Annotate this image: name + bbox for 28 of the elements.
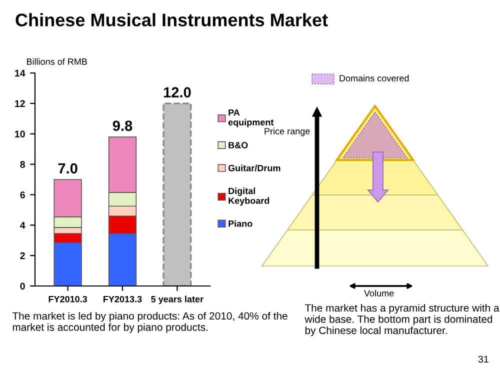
y-tick-label: 14	[15, 70, 26, 77]
text: Domains covered	[340, 74, 409, 82]
legend-label: Digital Keyboard	[228, 188, 270, 206]
text: Volume	[364, 290, 394, 296]
y-tick-label: 8	[20, 161, 25, 168]
total-label: 7.0	[58, 163, 78, 174]
total-label: 9.8	[112, 120, 132, 131]
chart-title: Chinese Musical Instruments Market	[16, 13, 328, 26]
text: The market has a pyramid structure with a wide base. The bottom part is dominated by Chinese local manufacturer.	[304, 304, 500, 336]
text: The market is led by piano products: As of 2010, 40% of the market is accounted for by piano products.	[12, 312, 288, 333]
legend-label: Piano	[228, 220, 252, 227]
x-tick-label: 5 years later	[151, 296, 204, 304]
y-tick-label: 4	[20, 222, 26, 229]
y-tick-label: 0	[20, 282, 25, 290]
y-tick-label: 12	[15, 100, 25, 107]
y-axis-title: Billions of RMB	[26, 58, 87, 65]
total-label: 12.0	[164, 87, 191, 98]
y-tick-label: 6	[20, 191, 25, 198]
y-tick-label: 2	[20, 252, 25, 260]
legend-label: PA equipment	[228, 109, 274, 128]
legend-label: Guitar/Drum	[228, 164, 280, 172]
bar	[162, 102, 192, 286]
x-tick-label: FY2010.3	[48, 296, 88, 302]
x-tick-label: FY2013.3	[104, 296, 142, 302]
legend-label: B&O	[228, 142, 248, 148]
y-tick-label: 10	[15, 130, 25, 138]
text: 31	[478, 356, 488, 363]
text: Price range	[264, 128, 310, 136]
